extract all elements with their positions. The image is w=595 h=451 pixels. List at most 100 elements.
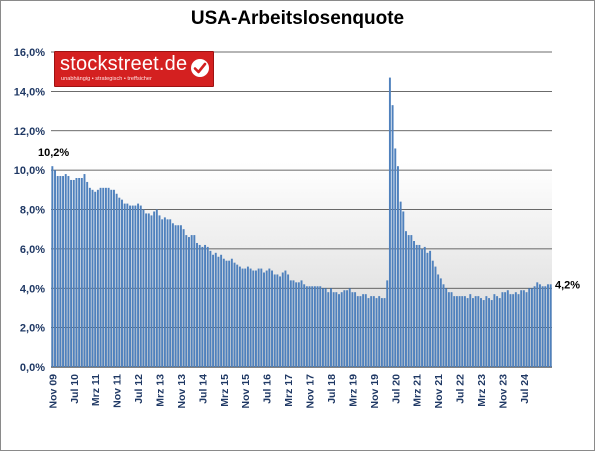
bar xyxy=(375,298,378,367)
bar xyxy=(439,278,442,367)
x-tick-label: Nov 21 xyxy=(433,374,445,409)
bar xyxy=(474,296,477,368)
bar xyxy=(506,290,509,367)
bar xyxy=(198,244,201,367)
bar xyxy=(147,213,150,367)
logo-tagline: unabhängig • strategisch • treffsicher xyxy=(61,76,152,82)
bar xyxy=(308,286,311,367)
bar xyxy=(289,280,292,368)
bar xyxy=(313,286,316,367)
bar xyxy=(501,292,504,367)
bar xyxy=(399,201,402,368)
bar xyxy=(83,174,86,367)
bar xyxy=(469,294,472,367)
bar xyxy=(62,176,65,367)
checkmark-icon xyxy=(191,59,209,77)
bar xyxy=(182,229,185,367)
chart-title: USA-Arbeitslosenquote xyxy=(190,8,405,29)
bar xyxy=(338,294,340,367)
bar xyxy=(490,300,493,367)
x-tick-label: Jul 24 xyxy=(519,374,531,404)
x-tick-label: Nov 11 xyxy=(112,374,124,408)
x-tick-label: Mrz 15 xyxy=(219,374,231,407)
bar xyxy=(340,292,343,367)
bar xyxy=(185,235,188,367)
bar xyxy=(70,179,73,367)
bar xyxy=(514,292,517,367)
bar xyxy=(418,244,421,367)
bar xyxy=(321,288,324,367)
x-tick-label: Mrz 19 xyxy=(347,374,359,407)
bar xyxy=(538,284,541,367)
bar xyxy=(370,296,373,368)
bar xyxy=(364,294,367,367)
bar xyxy=(137,203,140,367)
bar xyxy=(388,77,391,367)
x-tick-label: Nov 15 xyxy=(240,374,252,409)
x-tick-label: Mrz 13 xyxy=(155,374,167,407)
bar xyxy=(51,166,54,367)
bar xyxy=(179,225,182,367)
bar xyxy=(91,189,94,367)
bar xyxy=(153,211,156,367)
bar xyxy=(372,296,375,368)
y-tick-label: 16,0% xyxy=(14,47,45,59)
bar xyxy=(279,276,282,367)
bar xyxy=(123,203,126,367)
bar xyxy=(547,284,549,367)
bar xyxy=(533,286,536,367)
bar xyxy=(429,250,432,367)
bar xyxy=(413,241,415,367)
bar xyxy=(94,191,97,367)
bar xyxy=(311,286,314,367)
x-tick-label: Mrz 11 xyxy=(90,374,102,406)
y-tick-label: 0,0% xyxy=(20,362,45,374)
bar xyxy=(383,298,386,367)
bar xyxy=(241,268,244,367)
x-axis: Nov 09 Jul 10 Mrz 11 Nov 11 Jul 12 Mrz 13 Nov … xyxy=(47,374,531,409)
bar xyxy=(405,231,407,367)
bar xyxy=(56,176,59,367)
bar xyxy=(343,290,346,367)
bar xyxy=(453,296,456,368)
bar xyxy=(166,219,169,367)
bar xyxy=(356,296,359,368)
x-tick-label: Nov 09 xyxy=(47,374,59,409)
bar xyxy=(396,166,399,367)
bar xyxy=(512,294,515,367)
bar xyxy=(330,288,332,367)
bar xyxy=(86,181,89,367)
bar xyxy=(303,284,306,367)
bar xyxy=(517,294,520,367)
bar xyxy=(268,268,271,367)
bar xyxy=(196,242,198,367)
x-tick-label: Mrz 17 xyxy=(283,374,295,407)
x-tick-label: Jul 20 xyxy=(390,374,402,404)
bar xyxy=(244,268,247,367)
bar xyxy=(177,225,180,367)
y-tick-label: 12,0% xyxy=(14,126,45,138)
bar xyxy=(391,105,394,367)
y-axis: 0,0% 2,0% 4,0% 6,0% 8,0% 10,0% 12,0% 14,0% 16,0% xyxy=(14,47,45,374)
bar xyxy=(102,187,105,367)
bar xyxy=(434,266,437,367)
bar xyxy=(276,274,279,367)
bar xyxy=(530,288,533,367)
x-tick-label: Mrz 23 xyxy=(476,374,488,407)
bar xyxy=(161,219,164,367)
bar xyxy=(174,225,177,367)
bar xyxy=(204,244,207,367)
y-tick-label: 6,0% xyxy=(20,244,45,256)
bar xyxy=(126,203,129,367)
bar xyxy=(188,237,190,367)
x-tick-label: Nov 19 xyxy=(369,374,381,409)
bar xyxy=(327,292,330,367)
bar xyxy=(99,187,102,367)
bar xyxy=(171,223,174,367)
bar xyxy=(463,296,466,368)
bar xyxy=(263,272,265,367)
bar xyxy=(190,235,193,367)
bar xyxy=(118,197,121,367)
bar xyxy=(78,178,81,367)
